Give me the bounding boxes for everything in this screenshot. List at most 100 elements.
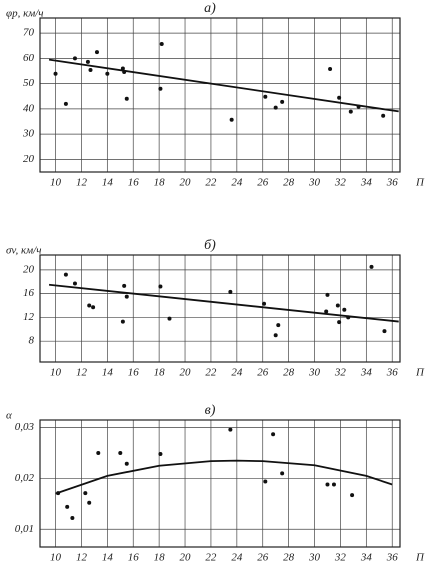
x-tick-label: 32 <box>334 367 347 379</box>
data-point <box>273 105 278 110</box>
data-point <box>335 303 340 308</box>
data-point <box>324 309 329 314</box>
x-tick-label: 20 <box>180 367 192 379</box>
data-point <box>342 307 347 312</box>
x-tick-label: 16 <box>128 177 140 189</box>
x-tick-label: 28 <box>283 177 295 189</box>
x-tick-label: 14 <box>102 367 114 379</box>
data-point <box>337 320 342 325</box>
data-point <box>53 71 58 76</box>
data-point <box>63 101 68 106</box>
data-point <box>348 109 353 114</box>
x-tick-label: 22 <box>205 367 217 379</box>
x-tick-label: 14 <box>102 552 114 564</box>
data-point <box>124 294 129 299</box>
data-point <box>381 113 386 118</box>
data-point <box>167 316 172 321</box>
y-tick-label: 12 <box>23 311 35 323</box>
chart-title: б) <box>204 238 216 253</box>
data-point <box>91 305 96 310</box>
data-point <box>328 66 333 71</box>
data-point <box>124 96 129 101</box>
y-tick-label: 50 <box>23 77 35 89</box>
x-tick-label: 10 <box>50 552 62 564</box>
data-point <box>83 491 88 496</box>
data-point <box>369 264 374 269</box>
y-tick-label: 20 <box>23 263 35 275</box>
plot-frame <box>39 419 401 548</box>
x-tick-label: 30 <box>308 177 321 189</box>
x-tick-label: 20 <box>180 552 192 564</box>
x-tick-label: 12 <box>76 552 88 564</box>
x-axis-label: П <box>415 367 425 379</box>
trend-line <box>55 459 393 495</box>
data-point <box>350 493 355 498</box>
x-tick-label: 24 <box>231 367 243 379</box>
y-tick-label: 30 <box>22 128 35 140</box>
data-point <box>262 301 267 306</box>
data-point <box>65 504 70 509</box>
data-point <box>158 86 163 91</box>
y-tick-label: 8 <box>29 335 35 347</box>
x-tick-label: 18 <box>154 177 166 189</box>
data-point <box>105 71 110 76</box>
x-axis-label: П <box>415 552 425 564</box>
data-point <box>88 68 93 73</box>
x-tick-label: 14 <box>102 177 114 189</box>
x-tick-label: 10 <box>50 177 62 189</box>
data-point <box>158 284 163 289</box>
x-tick-label: 28 <box>283 367 295 379</box>
x-tick-label: 12 <box>76 177 88 189</box>
data-point <box>118 451 123 456</box>
plot-frame <box>39 254 401 363</box>
y-axis-label: σv, км/ч <box>6 245 41 257</box>
x-tick-label: 16 <box>128 367 140 379</box>
data-point <box>273 333 278 338</box>
x-tick-label: 16 <box>128 552 140 564</box>
y-axis-label: α <box>6 410 12 422</box>
data-point <box>229 117 234 122</box>
y-tick-label: 70 <box>23 27 35 39</box>
x-tick-label: 18 <box>154 552 166 564</box>
trend-line <box>48 58 399 113</box>
x-tick-label: 36 <box>386 552 399 564</box>
plot-frame <box>39 17 401 173</box>
data-point <box>228 427 233 432</box>
data-point <box>87 303 92 308</box>
data-point <box>96 451 101 456</box>
data-point <box>87 500 92 505</box>
x-tick-label: 34 <box>360 367 373 379</box>
x-tick-label: 26 <box>257 177 269 189</box>
chart-title: а) <box>204 1 216 16</box>
x-tick-label: 34 <box>360 177 373 189</box>
data-point <box>72 56 77 61</box>
x-tick-label: 12 <box>76 367 88 379</box>
x-tick-label: 32 <box>334 552 347 564</box>
x-tick-label: 24 <box>231 552 243 564</box>
x-tick-label: 26 <box>257 552 269 564</box>
data-point <box>228 289 233 294</box>
x-tick-label: 24 <box>231 177 243 189</box>
data-point <box>72 281 77 286</box>
data-point <box>159 42 164 47</box>
x-tick-label: 20 <box>180 177 192 189</box>
x-tick-label: 26 <box>257 367 269 379</box>
y-tick-label: 0,03 <box>15 421 35 433</box>
data-point <box>124 461 129 466</box>
data-point <box>325 482 330 487</box>
x-tick-label: 30 <box>308 367 321 379</box>
data-point <box>158 452 163 457</box>
data-point <box>382 329 387 334</box>
data-point <box>120 66 125 71</box>
x-tick-label: 18 <box>154 367 166 379</box>
trend-line <box>48 283 399 323</box>
data-point <box>280 471 285 476</box>
x-tick-label: 28 <box>283 552 295 564</box>
y-tick-label: 20 <box>23 153 35 165</box>
data-point <box>276 323 281 328</box>
y-tick-label: 0,02 <box>15 472 35 484</box>
y-axis-label: φр, км/ч <box>6 8 44 20</box>
y-tick-label: 60 <box>23 52 35 64</box>
x-tick-label: 10 <box>50 367 62 379</box>
